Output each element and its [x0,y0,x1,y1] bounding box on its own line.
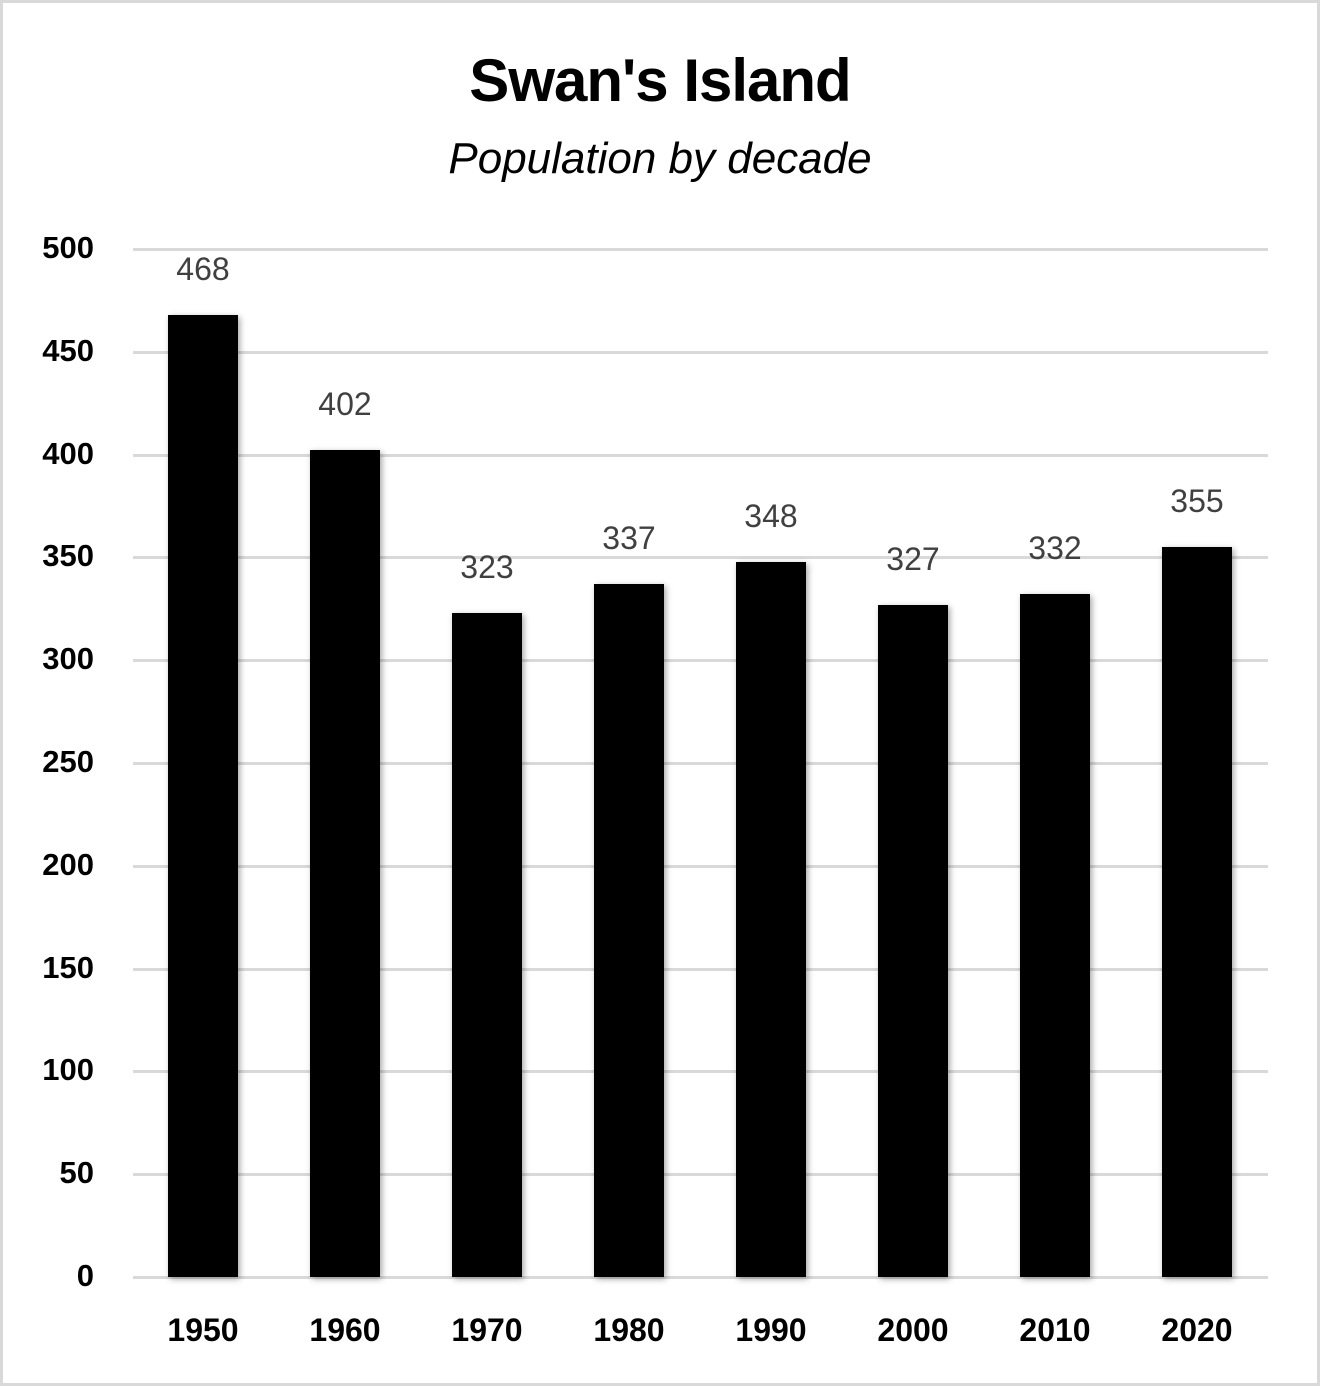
y-tick-label: 50 [59,1155,94,1191]
gridline [133,1276,1268,1279]
x-tick-label: 2010 [1019,1312,1091,1348]
x-tick-label: 2020 [1161,1312,1233,1348]
value-label: 327 [886,540,940,577]
y-tick-label: 200 [42,846,94,882]
x-tick-label: 2000 [877,1312,949,1348]
gridline [133,864,1268,868]
gridline [133,967,1268,971]
chart-subtitle: Population by decade [448,134,872,183]
gridline [133,350,1268,354]
bar-1980 [594,584,664,1277]
value-label: 468 [176,250,230,287]
y-tick-label: 300 [42,641,94,677]
gridline [133,1070,1268,1074]
gridline [133,659,1268,663]
y-tick-label: 350 [42,538,94,574]
y-tick-label: 500 [42,230,94,265]
y-tick-label: 0 [76,1258,94,1293]
value-label: 355 [1170,483,1224,520]
value-label: 402 [318,386,372,423]
y-tick-label: 150 [42,949,94,985]
y-tick-label: 250 [42,744,94,779]
gridline [133,1173,1268,1177]
gridline [133,556,1268,560]
x-tick-label: 1950 [167,1312,239,1348]
value-label: 323 [460,548,514,585]
y-tick-label: 450 [42,332,94,368]
bar-2020 [1162,547,1232,1277]
gridline [133,248,1268,251]
chart-title: Swan's Island [469,47,851,114]
bar-1990 [736,561,806,1277]
x-tick-label: 1960 [309,1312,381,1348]
bar-1950 [168,314,238,1277]
value-label: 348 [744,497,798,534]
bar-1960 [310,450,380,1277]
gridline [133,762,1268,765]
y-tick-label: 400 [42,435,94,471]
x-tick-label: 1980 [593,1312,665,1348]
bar-2010 [1020,594,1090,1277]
x-tick-label: 1990 [735,1312,807,1348]
y-tick-label: 100 [42,1052,94,1088]
value-label: 332 [1028,530,1082,567]
bar-1970 [452,612,522,1277]
x-tick-label: 1970 [451,1312,523,1348]
gridline [133,453,1268,457]
bar-2000 [878,604,948,1277]
value-label: 337 [602,520,656,557]
